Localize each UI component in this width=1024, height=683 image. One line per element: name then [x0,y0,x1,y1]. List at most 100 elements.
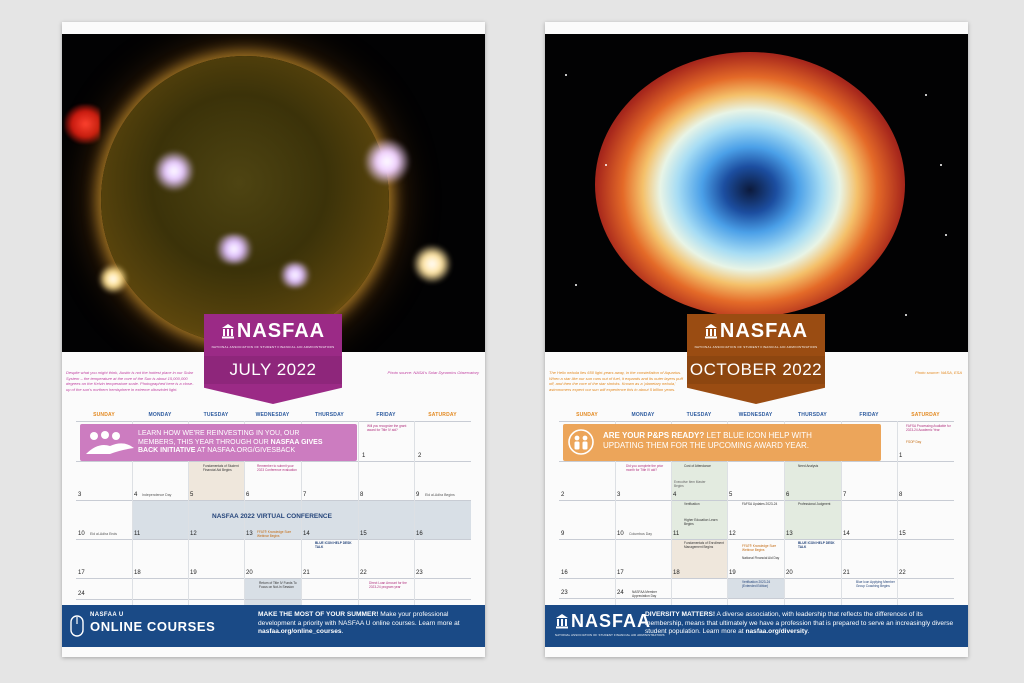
people-icon [86,431,134,454]
day-number: 3 [78,492,82,498]
footer-link[interactable]: nasfaa.org/diversity [745,628,808,635]
nasfaa-tagline: NATIONAL ASSOCIATION OF STUDENT FINANCIA… [694,345,818,349]
day-number: 11 [673,531,680,537]
day-number: 1 [362,453,366,459]
day-number: 11 [134,531,141,537]
givesback-promo: LEARN HOW WE'RE REINVESTING IN YOU, OUR … [80,424,357,461]
event-entry: Verification [684,502,700,506]
event-entry: FSOP Day [906,440,922,444]
nasfaa-logo: NASFAA [687,320,825,344]
holiday-note: Columbus Day [629,532,652,536]
calendar-page-october: The Helix nebula lies 650 light-years aw… [545,22,968,657]
day-header-friday: FRIDAY [376,412,396,418]
day-number: 23 [416,570,423,576]
footer-link[interactable]: nasfaa.org/online_courses [258,628,342,635]
building-icon [704,324,717,339]
day-number: 22 [899,570,906,576]
holiday-note: NASFAA Member Appreciation Day [632,590,657,598]
day-number: 24 [78,591,85,597]
event-entry: BLUE ICON HELP DESK TALK [315,541,352,549]
sun-photo [62,34,485,352]
day-number: 1 [899,453,903,459]
building-icon [221,324,234,339]
day-number: 19 [729,570,736,576]
event-entry: FAFSA Updates 2023-24 [742,502,778,506]
event-entry: FFAT® Knowledge Sure Webinar Begins [742,544,777,552]
day-number: 5 [729,492,733,498]
day-header-monday: MONDAY [148,412,172,418]
event-entry: Need Analysis [798,464,819,468]
event-entry: Professional Judgment [798,502,831,506]
month-banner: NASFAA NATIONAL ASSOCIATION OF STUDENT F… [204,314,342,404]
day-number: 9 [416,492,420,498]
day-number: 3 [617,492,621,498]
day-number: 24 [617,590,624,596]
day-number: 13 [246,531,253,537]
day-number: 20 [246,570,253,576]
day-number: 9 [561,531,565,537]
day-number: 15 [899,531,906,537]
people-icon [568,429,594,455]
photo-caption: Despite what you might think, Austin is … [66,370,194,392]
day-number: 16 [561,570,568,576]
month-title: OCTOBER 2022 [687,356,825,384]
day-number: 15 [360,531,367,537]
footer-text: DIVERSITY MATTERS! A diverse association… [645,611,954,635]
day-number: 12 [190,531,197,537]
day-number: 4 [673,492,677,498]
day-header-saturday: SATURDAY [911,412,940,418]
footer-bar: NASFAA U ONLINE COURSES MAKE THE MOST OF… [62,605,485,647]
promo-text: ARE YOUR P&PS READY? LET BLUE ICON HELP … [603,431,812,450]
day-header-monday: MONDAY [631,412,655,418]
day-number: 18 [673,570,680,576]
day-number: 8 [899,492,903,498]
event-entry: Verification 2023-24 (Extended Edition) [742,580,771,588]
event-entry: Fundamentals of Enrollment Management Be… [684,541,724,549]
blue-icon-promo: ARE YOUR P&PS READY? LET BLUE ICON HELP … [563,424,881,461]
day-header-saturday: SATURDAY [428,412,457,418]
day-header-wednesday: WEDNESDAY [255,412,290,418]
mouse-icon [70,615,84,637]
nasfaa-logo: NASFAA [204,320,342,344]
holiday-note: Eid al-Adha Ends [90,532,118,536]
holiday-note: Eid al-Adha Begins [425,493,455,497]
day-header-wednesday: WEDNESDAY [738,412,773,418]
day-number: 2 [418,453,422,459]
event-entry: FFAT® Knowledge Sure Webinar Begins [257,530,292,538]
day-number: 14 [843,531,850,537]
day-number: 10 [78,531,85,537]
day-number: 19 [190,570,197,576]
day-header-tuesday: TUESDAY [203,412,229,418]
building-icon [556,614,568,629]
weekday-headers: SUNDAY MONDAY TUESDAY WEDNESDAY THURSDAY… [559,412,954,421]
day-number: 10 [617,531,624,537]
promo-text: LEARN HOW WE'RE REINVESTING IN YOU, OUR … [138,430,323,454]
day-number: 7 [843,492,847,498]
day-header-friday: FRIDAY [859,412,879,418]
day-number: 13 [786,531,793,537]
month-title: JULY 2022 [204,356,342,384]
day-number: 22 [360,570,367,576]
day-number: 6 [246,492,250,498]
day-number: 18 [134,570,141,576]
event-entry: Higher Education Learn Begins [684,518,718,526]
day-header-thursday: THURSDAY [798,412,827,418]
day-header-sunday: SUNDAY [576,412,598,418]
footer-bar: NASFAA NATIONAL ASSOCIATION OF STUDENT F… [545,605,968,647]
day-header-thursday: THURSDAY [315,412,344,418]
day-number: 6 [786,492,790,498]
day-number: 21 [303,570,310,576]
day-number: 17 [78,570,85,576]
event-entry: Did you complete the prior month for Tit… [626,464,664,472]
event-entry: FAFSA Processing Available for 2023-24 A… [906,424,951,432]
day-number: 20 [786,570,793,576]
day-header-tuesday: TUESDAY [686,412,712,418]
day-number: 2 [561,492,565,498]
footer-text: MAKE THE MOST OF YOUR SUMMER! Make your … [258,611,460,635]
photo-caption: The Helix nebula lies 650 light-years aw… [549,370,683,392]
online-courses-brand: NASFAA U ONLINE COURSES [90,612,216,634]
event-entry: Direct Loan Amount for the 2023-24 progr… [369,581,407,589]
holiday-note: Independence Day [142,493,172,497]
weekday-headers: SUNDAY MONDAY TUESDAY WEDNESDAY THURSDAY… [76,412,471,421]
event-entry: BLUE ICON HELP DESK TALK [798,541,835,549]
